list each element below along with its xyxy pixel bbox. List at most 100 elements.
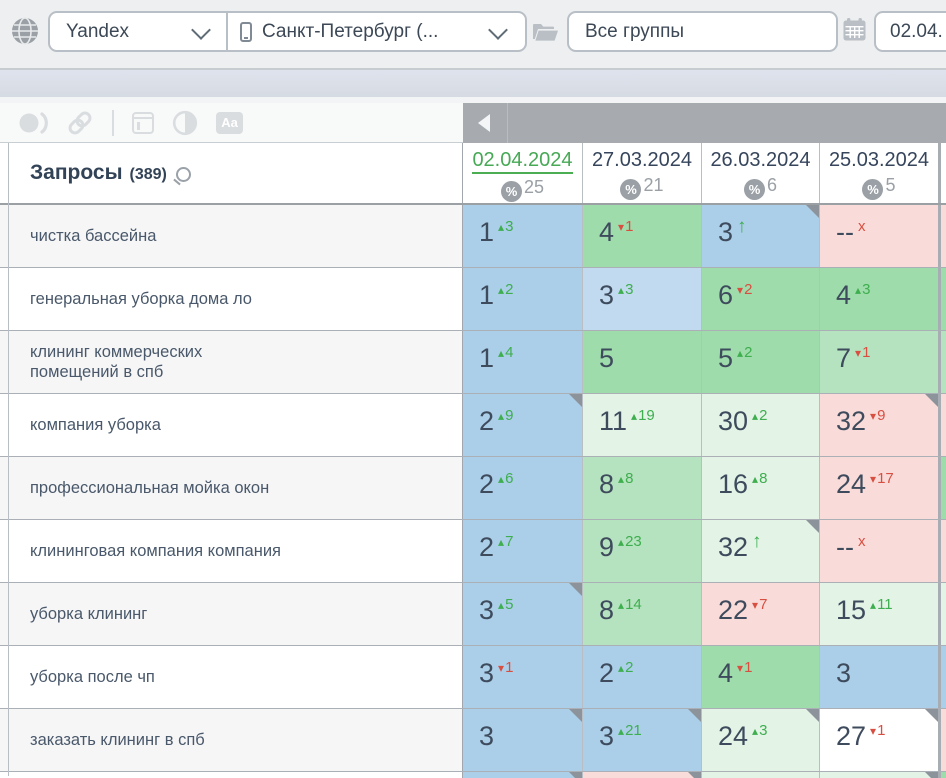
position-cell[interactable]: 9 ▴23 bbox=[583, 520, 702, 582]
date-column-header: 02.04.2024 % 25 bbox=[463, 143, 583, 203]
position-cell[interactable]: 1 ▴2 bbox=[463, 268, 583, 330]
position-cell[interactable]: 32 ↑ bbox=[702, 520, 820, 582]
position-cell[interactable]: 4 ▾1 bbox=[583, 205, 702, 267]
position-cell[interactable] bbox=[583, 772, 702, 778]
groups-filter-value: Все группы bbox=[585, 20, 685, 42]
position-cell[interactable]: 3 bbox=[463, 709, 583, 771]
percent-icon[interactable]: % bbox=[620, 179, 642, 200]
position-cell[interactable]: 2 ▴9 bbox=[463, 394, 583, 456]
position-value: 3 bbox=[479, 721, 495, 751]
folder-icon[interactable] bbox=[533, 22, 558, 41]
position-cell[interactable]: 8 ▴8 bbox=[583, 457, 702, 519]
left-strip-line bbox=[8, 143, 9, 776]
position-cell[interactable]: 24 ▴3 bbox=[702, 709, 820, 771]
keyword-cell[interactable]: клининг коммерческих помещений в спб bbox=[9, 331, 463, 393]
change-down-indicator: ▾2 bbox=[737, 281, 753, 298]
keyword-cell[interactable]: клининговая компания компания bbox=[9, 520, 463, 582]
collapse-left-icon[interactable] bbox=[478, 114, 490, 132]
positions-table: Запросы (389) 02.04.2024 % 25 27.03.2024… bbox=[0, 143, 946, 778]
position-cell[interactable]: 3 ▴3 bbox=[583, 268, 702, 330]
position-cell[interactable]: 1 ▴4 bbox=[463, 331, 583, 393]
top-filter-bar: Yandex Санкт-Петербург (... Все группы 0… bbox=[0, 0, 946, 70]
date-link[interactable]: 27.03.2024 bbox=[591, 149, 693, 171]
date-link[interactable]: 02.04.2024 bbox=[472, 149, 573, 174]
table-header-row: Запросы (389) 02.04.2024 % 25 27.03.2024… bbox=[0, 143, 946, 205]
region-dropdown[interactable]: Санкт-Петербург (... bbox=[228, 13, 525, 50]
position-cell[interactable]: 2 ▴7 bbox=[463, 520, 583, 582]
change-up-indicator: ▴19 bbox=[631, 407, 655, 424]
groups-filter-input[interactable]: Все группы bbox=[567, 11, 838, 52]
position-cell[interactable]: 3 bbox=[820, 646, 941, 708]
row-left-strip bbox=[0, 646, 9, 708]
position-cell[interactable]: 11 ▴19 bbox=[583, 394, 702, 456]
position-cell[interactable]: 5 bbox=[583, 331, 702, 393]
keyword-cell[interactable]: чистка бассейна bbox=[9, 205, 463, 267]
keyword-cell[interactable]: генеральная уборка дома ло bbox=[9, 268, 463, 330]
change-up-indicator: ▴5 bbox=[498, 596, 514, 613]
percent-value: 5 bbox=[885, 175, 896, 195]
position-cell[interactable]: 3 ↑ bbox=[702, 205, 820, 267]
position-value: 32 bbox=[836, 406, 867, 436]
position-cell[interactable]: 24 ▾17 bbox=[820, 457, 941, 519]
table-row bbox=[0, 772, 946, 778]
position-cell[interactable]: 3 ▴21 bbox=[583, 709, 702, 771]
change-up-indicator: ▴3 bbox=[498, 218, 514, 235]
corner-marker bbox=[688, 709, 701, 722]
position-cell[interactable]: 7 ▾1 bbox=[820, 331, 941, 393]
keyword-cell[interactable]: уборка клининг bbox=[9, 583, 463, 645]
keyword-cell[interactable]: уборка после чп bbox=[9, 646, 463, 708]
date-link[interactable]: 25.03.2024 bbox=[828, 149, 930, 171]
next-column-sliver-cell bbox=[941, 205, 946, 267]
position-cell[interactable]: 16 ▴8 bbox=[702, 457, 820, 519]
change-up-indicator: ▴11 bbox=[870, 596, 893, 613]
change-down-indicator: ▾7 bbox=[752, 596, 768, 613]
font-size-icon[interactable]: Aa bbox=[216, 111, 243, 134]
position-cell[interactable]: 22 ▾7 bbox=[702, 583, 820, 645]
link-icon[interactable] bbox=[66, 109, 94, 137]
keyword-cell[interactable]: компания уборка bbox=[9, 394, 463, 456]
position-cell[interactable]: 1 ▴3 bbox=[463, 205, 583, 267]
date-range-input[interactable]: 02.04. bbox=[874, 11, 946, 52]
position-cell[interactable]: -- x bbox=[820, 205, 941, 267]
position-cell[interactable]: 4 ▴3 bbox=[820, 268, 941, 330]
window-layout-icon[interactable] bbox=[132, 111, 154, 134]
corner-marker bbox=[569, 709, 582, 722]
contrast-icon[interactable] bbox=[172, 110, 198, 136]
table-row: компания уборка 2 ▴9 11 ▴19 30 ▴2 32 ▾9 bbox=[0, 394, 946, 457]
position-cell[interactable]: 8 ▴14 bbox=[583, 583, 702, 645]
position-cell[interactable]: 4 ▾1 bbox=[702, 646, 820, 708]
position-cell[interactable] bbox=[463, 772, 583, 778]
keyword-cell[interactable] bbox=[9, 772, 463, 778]
keyword-cell[interactable]: профессиональная мойка окон bbox=[9, 457, 463, 519]
percent-icon[interactable]: % bbox=[743, 179, 765, 200]
date-link[interactable]: 26.03.2024 bbox=[710, 149, 811, 171]
next-column-sliver bbox=[941, 143, 946, 203]
position-cell[interactable]: 2 ▴2 bbox=[583, 646, 702, 708]
position-cell[interactable]: 32 ▾9 bbox=[820, 394, 941, 456]
position-value: 2 bbox=[599, 658, 615, 688]
position-cell[interactable] bbox=[820, 772, 941, 778]
position-cell[interactable] bbox=[702, 772, 820, 778]
position-cell[interactable]: 5 ▴2 bbox=[702, 331, 820, 393]
position-value: 5 bbox=[599, 343, 615, 373]
visibility-toggle-icon[interactable] bbox=[18, 110, 48, 136]
keyword-cell[interactable]: заказать клининг в спб bbox=[9, 709, 463, 771]
position-cell[interactable]: 3 ▴5 bbox=[463, 583, 583, 645]
next-column-sliver-cell bbox=[941, 646, 946, 708]
percent-icon[interactable]: % bbox=[862, 179, 884, 200]
position-cell[interactable]: 27 ▾1 bbox=[820, 709, 941, 771]
percent-icon[interactable]: % bbox=[500, 181, 522, 202]
search-icon[interactable] bbox=[175, 166, 191, 182]
position-value: 3 bbox=[479, 595, 495, 625]
position-cell[interactable]: 2 ▴6 bbox=[463, 457, 583, 519]
position-cell[interactable]: 30 ▴2 bbox=[702, 394, 820, 456]
position-cell[interactable]: 15 ▴11 bbox=[820, 583, 941, 645]
search-engine-dropdown[interactable]: Yandex bbox=[50, 13, 228, 50]
corner-marker bbox=[688, 772, 701, 778]
position-cell[interactable]: 6 ▾2 bbox=[702, 268, 820, 330]
calendar-icon[interactable] bbox=[843, 18, 866, 41]
position-cell[interactable]: -- x bbox=[820, 520, 941, 582]
position-value: 30 bbox=[718, 406, 749, 436]
position-cell[interactable]: 3 ▾1 bbox=[463, 646, 583, 708]
chevron-down-icon bbox=[488, 20, 508, 40]
